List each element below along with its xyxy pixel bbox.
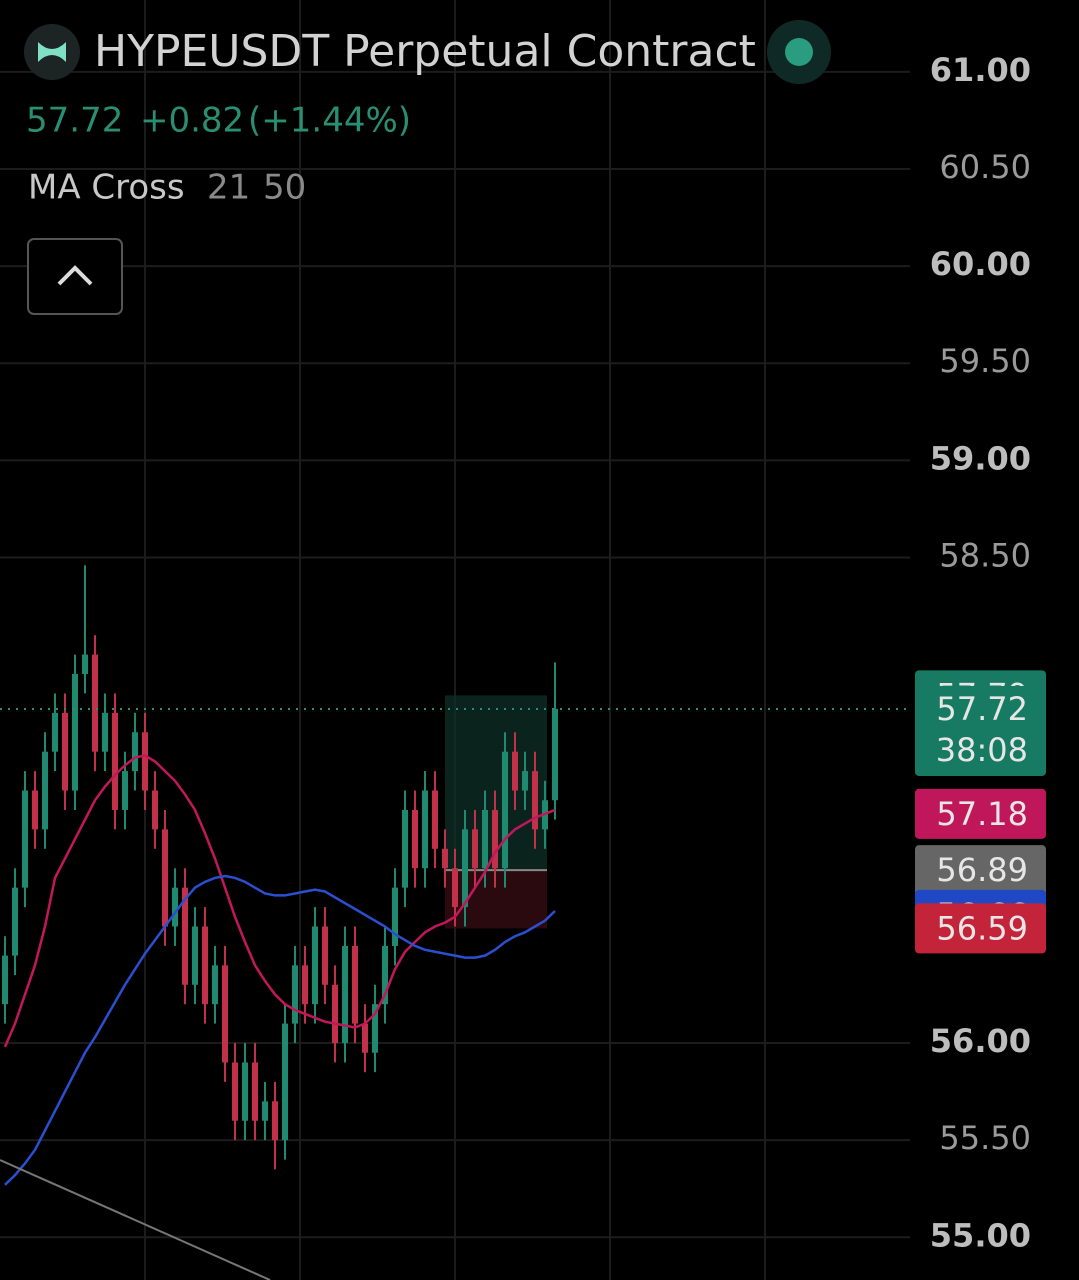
candle-body bbox=[522, 771, 528, 791]
candle-body bbox=[252, 1062, 258, 1121]
candle-body bbox=[32, 790, 38, 830]
candle-body bbox=[322, 926, 328, 985]
candle-body bbox=[392, 887, 398, 946]
y-tick-label: 55.00 bbox=[930, 1216, 1031, 1254]
candle-body bbox=[62, 712, 68, 791]
y-tick-label: 59.00 bbox=[930, 439, 1031, 477]
indicator-name: MA Cross bbox=[28, 168, 185, 208]
plot bbox=[0, 565, 910, 1186]
candle-body bbox=[222, 965, 228, 1063]
candle-body bbox=[192, 926, 198, 985]
candle-body bbox=[162, 829, 168, 927]
candle-body bbox=[72, 673, 78, 791]
y-tick-label: 59.50 bbox=[939, 342, 1031, 380]
candle-body bbox=[492, 809, 498, 869]
candle-body bbox=[202, 926, 208, 1005]
candle-body bbox=[382, 945, 388, 1005]
candle-body bbox=[312, 926, 318, 1005]
ma-slow-period: 50 bbox=[263, 168, 306, 208]
candle-body bbox=[132, 732, 138, 772]
candle-body bbox=[332, 984, 338, 1044]
candle-body bbox=[512, 751, 518, 791]
price-label-text: 56.59 bbox=[936, 909, 1028, 947]
candle-body bbox=[292, 965, 298, 1024]
candle-body bbox=[52, 712, 58, 752]
candle-body bbox=[92, 654, 98, 752]
candle-body bbox=[82, 654, 88, 674]
candle-body bbox=[112, 712, 118, 810]
y-tick-label: 55.50 bbox=[939, 1119, 1031, 1157]
last-price: 57.72 bbox=[26, 101, 123, 141]
candle-body bbox=[442, 848, 448, 869]
candle-body bbox=[482, 809, 488, 869]
price-label-box bbox=[915, 685, 1046, 776]
candle-body bbox=[142, 732, 148, 791]
candle-body bbox=[402, 809, 408, 888]
logo-glyph bbox=[38, 42, 66, 62]
candle-body bbox=[462, 829, 468, 908]
candle-body bbox=[502, 751, 508, 869]
candle-body bbox=[372, 1004, 378, 1053]
candle-body bbox=[22, 790, 28, 888]
candle-body bbox=[262, 1101, 268, 1121]
candle-body bbox=[282, 1023, 288, 1141]
status-dot bbox=[785, 38, 813, 66]
candle-body bbox=[122, 771, 128, 810]
price-axis: 61.00 60.50 60.00 59.50 59.00 58.50 56.00 55.50… bbox=[915, 51, 1046, 1254]
y-tick-label: 56.00 bbox=[930, 1022, 1031, 1060]
symbol-title: HYPEUSDT Perpetual Contract bbox=[94, 26, 756, 77]
candle-body bbox=[182, 887, 188, 985]
y-tick-label: 60.00 bbox=[930, 245, 1031, 283]
candle-body bbox=[532, 771, 538, 830]
candle-body bbox=[452, 868, 458, 908]
chevron-up bbox=[57, 265, 93, 286]
candle-body bbox=[152, 790, 158, 830]
price-label-box bbox=[915, 903, 1046, 954]
candle-body bbox=[172, 887, 178, 927]
price-label-box bbox=[915, 845, 1046, 896]
candle-body bbox=[2, 955, 8, 1005]
candle-body bbox=[302, 965, 308, 1005]
ma-line bbox=[4, 874, 556, 1186]
candle-body bbox=[342, 945, 348, 1044]
candle-body bbox=[102, 712, 108, 752]
candle-body bbox=[232, 1062, 238, 1121]
y-tick-label: 61.00 bbox=[930, 51, 1031, 89]
ma-fast-period: 21 bbox=[207, 168, 250, 208]
price-label-text: 57.18 bbox=[936, 795, 1028, 833]
collapse-button[interactable] bbox=[27, 238, 123, 315]
candle-body bbox=[352, 945, 358, 1024]
candle-body bbox=[362, 1023, 368, 1053]
candle-body bbox=[272, 1101, 278, 1141]
price-label-text: 56.89 bbox=[936, 851, 1028, 889]
price-label-text: 57.72 bbox=[936, 690, 1028, 728]
candle-body bbox=[412, 809, 418, 869]
price-label-box bbox=[915, 788, 1046, 839]
candle-body bbox=[472, 829, 478, 869]
y-tick-label: 60.50 bbox=[939, 148, 1031, 186]
ma-line bbox=[3, 754, 556, 1048]
candle-body bbox=[552, 708, 558, 801]
price-change: +0.82 bbox=[140, 101, 244, 141]
price-change-pct: (+1.44%) bbox=[248, 101, 411, 141]
trend-line bbox=[0, 1159, 271, 1280]
candle-body bbox=[242, 1062, 248, 1121]
grid bbox=[0, 70, 910, 1239]
candle-body bbox=[212, 965, 218, 1005]
candle-body bbox=[432, 790, 438, 849]
candle-body bbox=[42, 751, 48, 830]
price-countdown: 38:08 bbox=[936, 731, 1028, 769]
y-tick-label: 58.50 bbox=[939, 536, 1031, 574]
candle-body bbox=[422, 790, 428, 869]
candle-body bbox=[12, 887, 18, 956]
vertical-grid bbox=[144, 0, 766, 1280]
